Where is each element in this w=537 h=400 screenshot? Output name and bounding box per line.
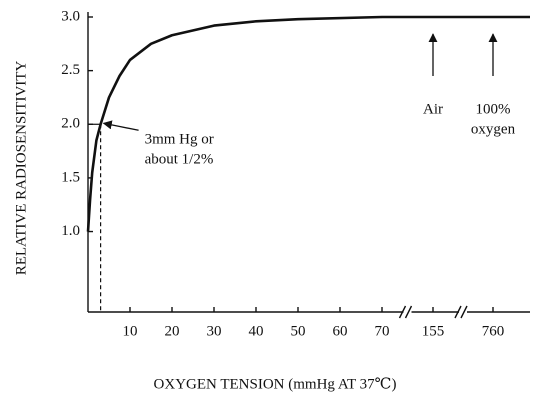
x-tick-label: 50 xyxy=(291,323,306,339)
annotation-text: Air xyxy=(423,101,443,117)
marker-text: 3mm Hg or xyxy=(145,132,214,148)
x-tick-label: 60 xyxy=(333,323,348,339)
x-tick-label: 20 xyxy=(165,323,180,339)
data-line xyxy=(86,15,530,232)
x-tick-label: 70 xyxy=(375,323,390,339)
x-tick-label: 40 xyxy=(249,323,264,339)
x-tick-label: 155 xyxy=(422,323,445,339)
y-tick-label: 1.5 xyxy=(61,169,80,185)
y-tick-label: 1.0 xyxy=(61,223,80,239)
annotation-text: oxygen xyxy=(471,121,516,137)
y-axis-label: RELATIVE RADIOSENSITIVITY xyxy=(13,61,29,276)
marker-arrow xyxy=(102,120,139,131)
axis-break xyxy=(454,305,468,319)
axis-break xyxy=(398,305,413,319)
marker-text: about 1/2% xyxy=(145,152,214,168)
x-axis-label: OXYGEN TENSION (mmHg AT 37℃) xyxy=(154,376,397,392)
annotation-text: 100% xyxy=(476,101,511,117)
y-tick-label: 3.0 xyxy=(61,8,80,24)
y-tick-label: 2.0 xyxy=(61,116,80,132)
x-tick-label: 30 xyxy=(207,323,222,339)
x-tick-label: 760 xyxy=(482,323,505,339)
y-tick-label: 2.5 xyxy=(61,62,80,78)
x-tick-label: 10 xyxy=(123,323,138,339)
